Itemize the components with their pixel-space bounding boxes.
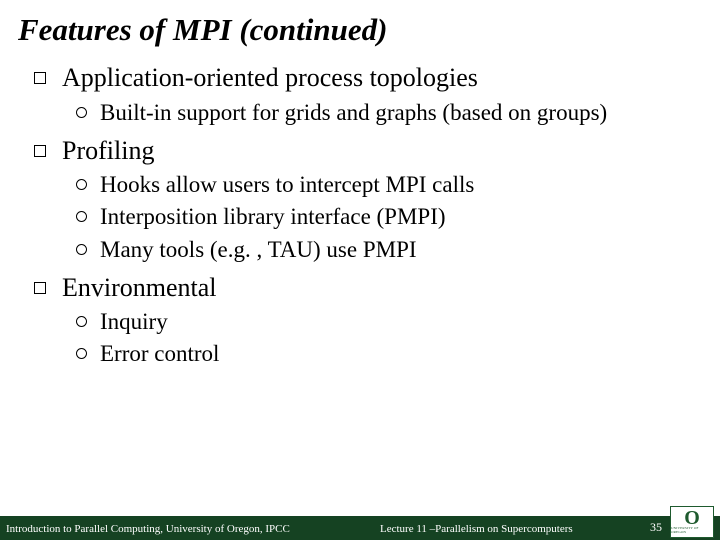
sub-list-item-label: Interposition library interface (PMPI): [100, 204, 446, 229]
sub-list-item: Inquiry: [62, 306, 708, 338]
logo-o-icon: O: [684, 510, 700, 526]
slide: Features of MPI (continued) Application-…: [0, 0, 720, 540]
sub-list-item: Interposition library interface (PMPI): [62, 201, 708, 233]
sub-list-item-label: Many tools (e.g. , TAU) use PMPI: [100, 237, 417, 262]
slide-title: Features of MPI (continued): [18, 12, 387, 48]
footer-page-number: 35: [650, 520, 662, 535]
list-item: Application-oriented process topologies …: [32, 62, 708, 129]
sub-list-item-label: Error control: [100, 341, 219, 366]
circle-bullet-icon: [76, 316, 87, 327]
sub-list-item-label: Built-in support for grids and graphs (b…: [100, 100, 607, 125]
sub-list-item: Error control: [62, 338, 708, 370]
circle-bullet-icon: [76, 244, 87, 255]
sub-list-item-label: Inquiry: [100, 309, 168, 334]
bullet-list: Application-oriented process topologies …: [32, 62, 708, 371]
university-logo: O UNIVERSITY OF OREGON: [670, 506, 714, 538]
sub-list-item: Many tools (e.g. , TAU) use PMPI: [62, 234, 708, 266]
sub-list: Hooks allow users to intercept MPI calls…: [62, 169, 708, 266]
sub-list-item: Hooks allow users to intercept MPI calls: [62, 169, 708, 201]
sub-list-item: Built-in support for grids and graphs (b…: [62, 97, 708, 129]
circle-bullet-icon: [76, 107, 87, 118]
footer-mid-text: Lecture 11 –Parallelism on Supercomputer…: [380, 523, 573, 535]
list-item-label: Application-oriented process topologies: [62, 63, 478, 92]
circle-bullet-icon: [76, 179, 87, 190]
circle-bullet-icon: [76, 211, 87, 222]
content-area: Application-oriented process topologies …: [32, 62, 708, 377]
square-bullet-icon: [34, 145, 46, 157]
square-bullet-icon: [34, 282, 46, 294]
sub-list: Inquiry Error control: [62, 306, 708, 370]
sub-list-item-label: Hooks allow users to intercept MPI calls: [100, 172, 474, 197]
square-bullet-icon: [34, 72, 46, 84]
footer-bar: Introduction to Parallel Computing, Univ…: [0, 516, 720, 540]
list-item: Profiling Hooks allow users to intercept…: [32, 135, 708, 266]
list-item-label: Profiling: [62, 136, 154, 165]
circle-bullet-icon: [76, 348, 87, 359]
logo-text: UNIVERSITY OF OREGON: [671, 527, 713, 534]
footer-left-text: Introduction to Parallel Computing, Univ…: [6, 523, 290, 535]
list-item: Environmental Inquiry Error control: [32, 272, 708, 371]
list-item-label: Environmental: [62, 273, 217, 302]
sub-list: Built-in support for grids and graphs (b…: [62, 97, 708, 129]
